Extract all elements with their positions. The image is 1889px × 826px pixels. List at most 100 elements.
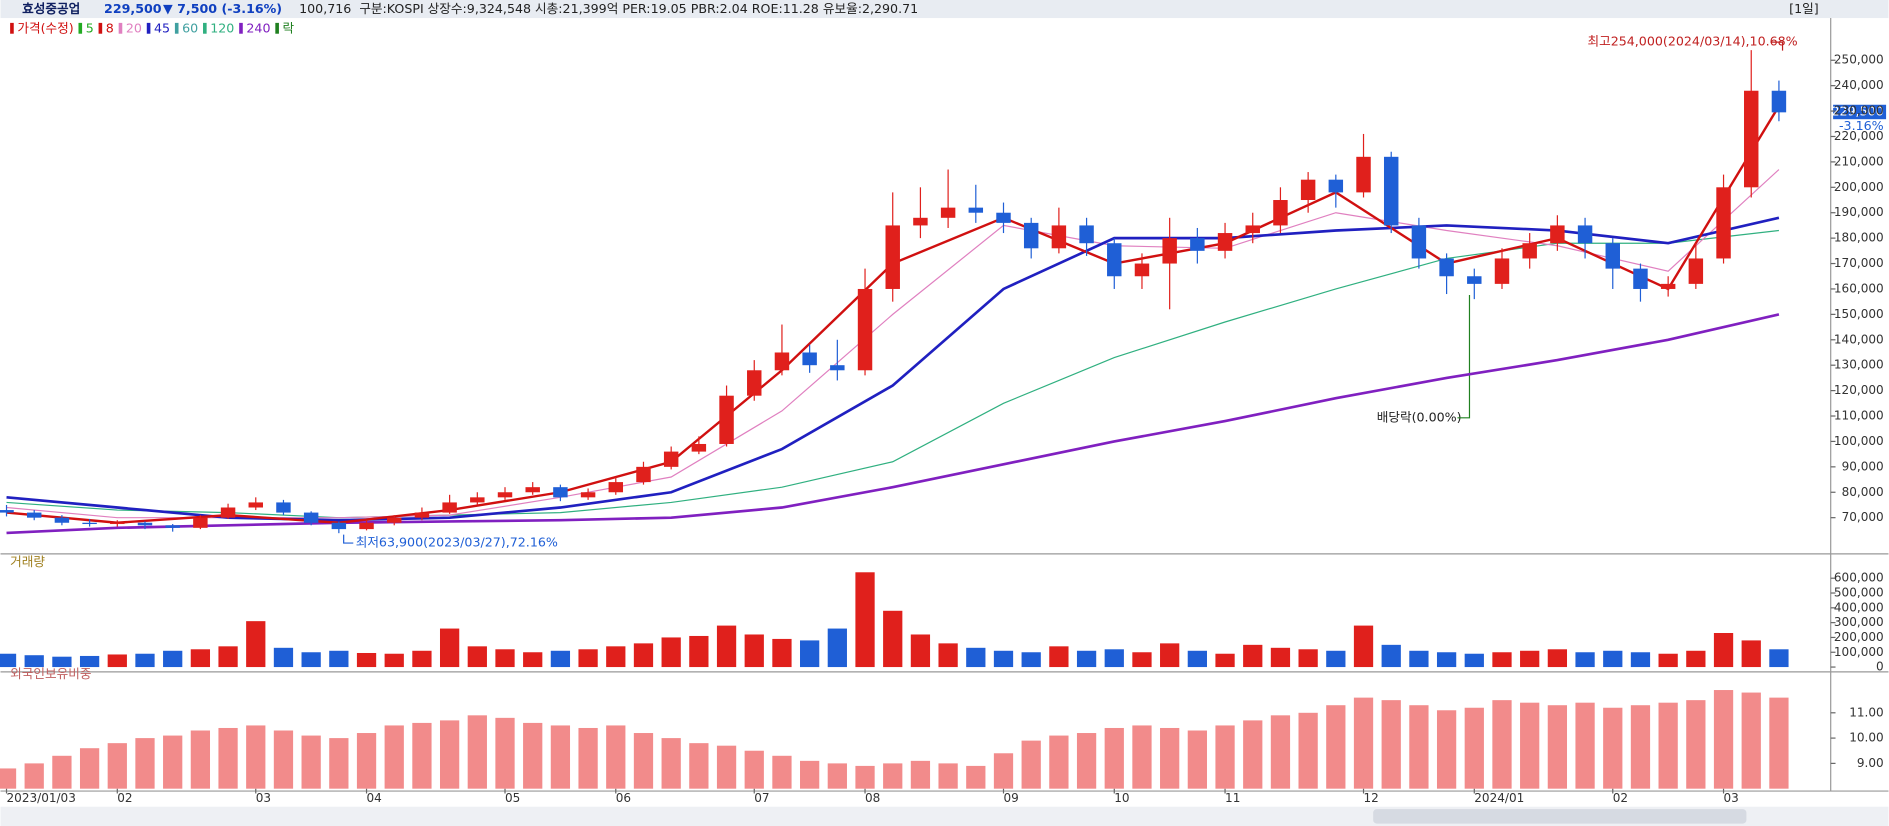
bar [1686,700,1706,789]
y-tick-label: 140,000 [1834,332,1884,346]
candle-body [387,517,402,523]
bar [606,646,626,668]
bar [52,656,72,668]
candle-body [1411,225,1427,259]
y-tick-label: 400,000 [1834,600,1884,614]
x-tick-label: 05 [505,791,520,805]
candle-body [1217,233,1233,251]
bar [163,650,183,668]
candle-body [747,370,762,396]
bar [412,722,432,789]
candle-body [1716,187,1731,259]
bar [910,634,931,668]
bar [855,572,875,668]
bar [1132,652,1152,668]
y-tick-label: 120,000 [1834,383,1884,397]
bar [1381,700,1401,789]
last-change: -3.16% [1839,118,1884,133]
y-tick-label: 90,000 [1842,459,1884,473]
bar [0,768,17,789]
x-tick-label: 04 [367,791,382,805]
bar [883,763,903,789]
legend-swatch [78,22,83,34]
bar [1353,625,1374,668]
bar [966,647,986,668]
candle-body [1550,225,1565,244]
candle-body [193,517,208,528]
y-tick-label: 240,000 [1834,78,1884,92]
panel-title: 외국인보유비중 [10,666,91,681]
legend-label: 가격(수정) [17,20,73,35]
candle-body [774,352,790,371]
y-tick-label: 150,000 [1834,307,1884,321]
candle-body [940,207,956,218]
candle-body [303,512,319,523]
y-tick-label: 230,000 [1834,104,1884,118]
bar [1713,633,1734,668]
candle-body [1300,179,1316,201]
bar [744,750,764,789]
stock-name: 효성중공업 [22,1,80,16]
candle-body [1633,268,1648,289]
candle-body [663,451,679,467]
bar [439,628,460,668]
bar [329,738,349,789]
bar [1575,652,1595,668]
y-tick-label: 70,000 [1842,510,1884,524]
y-tick-label: 300,000 [1834,615,1884,629]
x-tick-label: 11 [1225,791,1240,805]
y-tick-label: 160,000 [1834,281,1884,295]
bar [107,743,127,789]
y-tick-label: 9.00 [1857,756,1884,770]
candle-body [1079,225,1094,244]
scrollbar-thumb[interactable] [1373,809,1747,824]
candle-body [1688,258,1704,284]
legend-swatch [174,22,179,34]
bar [135,653,155,668]
y-tick-label: 180,000 [1834,231,1884,245]
candle-body [470,497,485,503]
bar [1464,707,1484,789]
candle-body [1577,225,1593,244]
candle-body [1328,179,1344,193]
candle-body [331,522,347,530]
y-tick-label: 600,000 [1834,571,1884,585]
bar [993,650,1014,668]
candle-body [913,217,928,226]
bar [1104,727,1124,789]
candle-body [1744,90,1759,188]
bar [1686,650,1706,668]
bar [1520,650,1540,668]
bar [578,649,598,668]
bar [827,628,847,668]
bar [800,640,820,668]
bar [273,647,294,668]
bar [79,655,100,668]
candle-body [1494,258,1510,284]
candle-body [1605,243,1620,269]
bar [1187,650,1207,668]
bar [938,643,958,668]
legend-label: 20 [126,20,142,35]
bar [356,733,377,789]
bar [661,738,681,789]
bar [1603,707,1623,789]
period-button[interactable]: [1일] [1789,1,1819,16]
bar [1769,697,1789,789]
bar [1658,653,1678,668]
low-arrow [343,534,354,544]
bar [467,715,487,789]
legend-swatch [98,22,103,34]
bar [1270,647,1291,668]
candle-body [691,443,707,452]
bar [384,725,404,789]
candle-body [248,502,263,508]
candle-body [1439,258,1454,277]
bar [218,727,238,789]
candle-body [525,487,540,493]
candle-body [165,525,180,528]
y-tick-label: 200,000 [1834,180,1884,194]
bar [1658,702,1678,789]
bar [246,725,266,789]
